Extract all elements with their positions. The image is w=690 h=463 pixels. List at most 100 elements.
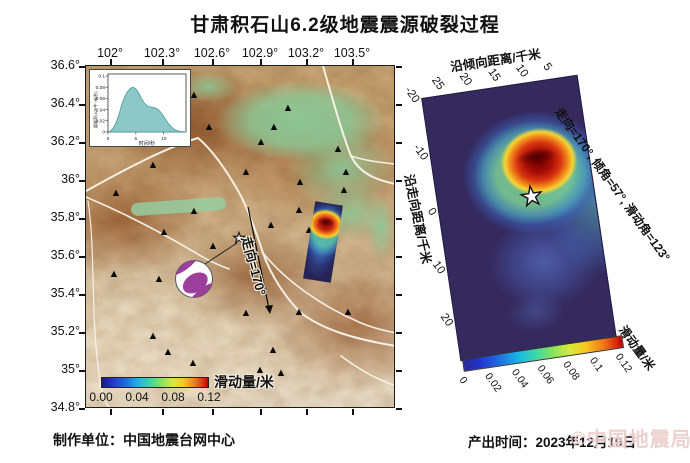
along-strike-tick: 20 [437,311,455,329]
axis-tick [79,180,85,182]
map-colorbar [101,377,209,388]
lat-tick-label: 36° [61,172,80,186]
station-triangle: ▲ [294,175,306,188]
station-triangle: ▲ [147,329,159,342]
lat-tick-label: 34.8° [50,400,80,414]
axis-tick [396,256,402,258]
station-triangle: ▲ [254,363,266,376]
station-triangle: ▲ [303,223,315,236]
axis-tick [79,332,85,334]
axis-tick [396,66,402,68]
station-triangle: ▲ [267,343,279,356]
station-triangle: ▲ [293,305,305,318]
axis-tick [79,218,85,220]
lon-tick-label: 103.2° [287,46,325,60]
produce-time-label: 产出时间：2023年12月19日 [468,435,637,450]
axis-tick [79,370,85,372]
station-triangle: ▲ [187,356,199,369]
station-triangle: ▲ [332,142,344,155]
station-triangle: ▲ [342,305,354,318]
strike-arrowhead [265,305,273,314]
station-triangle: ▲ [282,101,294,114]
lat-tick-label: 35.2° [50,324,80,338]
figure-title: 甘肃积石山6.2级地震震源破裂过程 [190,15,500,36]
axis-tick [352,409,354,415]
station-triangle: ▲ [188,204,200,217]
axis-tick [306,409,308,415]
focal-mechanism-beachball [175,260,213,298]
svg-text:0: 0 [107,136,110,142]
svg-text:0: 0 [102,130,105,136]
moment-rate-inset: 0.1 0.08 0.06 0.04 0.02 0 0 5 10 时间/秒 震矩率(10¹⁸牛·米/… [89,69,191,147]
station-triangle: ▲ [108,267,120,280]
axis-tick [79,256,85,258]
watermark: ©中国地震局 [571,429,690,451]
lat-tick-label: 36.2° [50,134,80,148]
svg-text:0.02: 0.02 [96,119,106,125]
lon-tick-label: 102° [97,46,123,60]
axis-tick [260,409,262,415]
axis-tick [396,370,402,372]
svg-text:时间/秒: 时间/秒 [139,140,155,146]
station-triangle: ▲ [338,183,350,196]
slip-colorbar-tick: 0.1 [586,355,605,374]
map-colorbar-tick: 0.00 [89,390,113,404]
svg-text:10: 10 [161,136,167,142]
lat-tick-label: 35° [61,362,80,376]
map-colorbar-tick: 0.08 [161,390,185,404]
axis-tick [396,180,402,182]
slip-colorbar-tick: 0.08 [560,359,583,383]
lat-tick-label: 36.4° [50,96,80,110]
lat-tick-label: 36.6° [50,58,80,72]
axis-tick [79,142,85,144]
axis-tick [352,59,354,65]
axis-tick [306,59,308,65]
hypocenter-star: ★ [517,178,546,213]
axis-tick [260,59,262,65]
axis-tick [79,66,85,68]
station-triangle: ▲ [340,165,352,178]
slip-colorbar-tick: 0.04 [508,366,531,391]
lon-tick-label: 102.9° [241,46,279,60]
station-triangle: ▲ [162,345,174,358]
beachball-connector-line [204,242,238,265]
svg-text:0.08: 0.08 [96,85,106,91]
lon-tick-label: 102.3° [143,46,181,60]
axis-tick [110,409,112,415]
producer-label: 制作单位：中国地震台网中心 [53,432,235,448]
svg-text:5: 5 [135,136,138,142]
axis-tick [396,218,402,220]
slip-colorbar-tick: 0.02 [482,370,505,395]
lat-tick-label: 35.4° [50,286,80,300]
map-colorbar-tick: 0.12 [197,390,221,404]
station-triangle: ▲ [188,88,200,101]
epicenter-star: ★ [232,229,246,246]
map-panel: ▲▲▲▲▲▲▲▲▲▲▲▲▲▲▲▲▲▲▲▲▲▲▲▲▲▲▲▲▲▲ ★ 走向=170°… [85,65,395,408]
station-triangle: ▲ [268,120,280,133]
station-triangle: ▲ [158,225,170,238]
station-triangle: ▲ [265,218,277,231]
station-triangle: ▲ [293,203,305,216]
map-colorbar-tick: 0.04 [125,390,149,404]
lat-tick-label: 35.8° [50,210,80,224]
station-triangle: ▲ [110,186,122,199]
slip-distribution-panel: 沿倾向距离/千米 沿走向距离/千米 ★ 25 20 15 10 5 -20 -10 0 10 20 [402,47,617,362]
station-triangle: ▲ [153,272,165,285]
station-triangle: ▲ [240,306,252,319]
along-strike-tick: -20 [402,84,422,106]
svg-text:0.04: 0.04 [96,107,106,113]
axis-tick [212,409,214,415]
along-strike-tick: -10 [410,142,431,163]
axis-tick [396,142,402,144]
axis-tick [396,408,402,410]
svg-text:0.06: 0.06 [96,96,106,102]
slip-colorbar-tick: 0 [456,374,470,387]
svg-text:震矩率(10¹⁸牛·米/秒): 震矩率(10¹⁸牛·米/秒) [92,91,98,128]
svg-text:0.1: 0.1 [98,74,105,80]
lon-tick-label: 102.6° [193,46,231,60]
axis-tick [79,104,85,106]
station-triangle: ▲ [207,239,219,252]
axis-tick [162,59,164,65]
station-triangle: ▲ [240,165,252,178]
